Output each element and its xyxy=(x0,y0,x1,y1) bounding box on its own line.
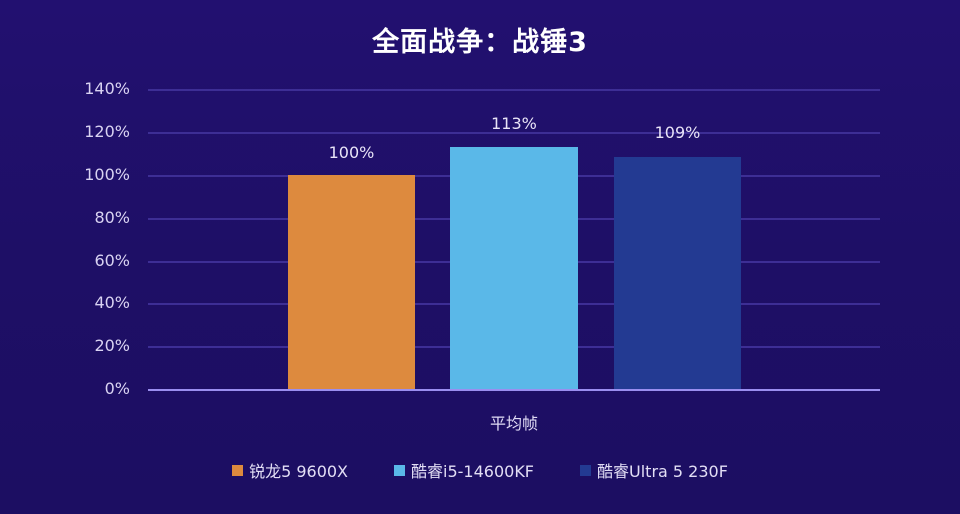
ytick-140: 140% xyxy=(84,79,130,98)
bar-label-ryzen5-9600x: 100% xyxy=(328,143,375,162)
legend-label: 锐龙5 9600X xyxy=(249,462,349,481)
legend-label: 酷睿i5-14600KF xyxy=(411,462,535,481)
bar-label-ultra5-230f: 109% xyxy=(654,123,701,142)
legend-label: 酷睿Ultra 5 230F xyxy=(597,462,728,481)
legend: 锐龙5 9600X 酷睿i5-14600KF 酷睿Ultra 5 230F xyxy=(0,458,960,482)
ytick-0: 0% xyxy=(104,379,130,398)
legend-item-i5-14600kf[interactable]: 酷睿i5-14600KF xyxy=(394,458,534,482)
x-category-label: 平均帧 xyxy=(489,414,538,433)
legend-swatch-orange xyxy=(232,464,244,476)
ytick-100: 100% xyxy=(84,165,130,184)
gridline-140 xyxy=(148,89,880,91)
ytick-120: 120% xyxy=(84,122,130,141)
ytick-60: 60% xyxy=(94,251,130,270)
legend-item-ryzen5-9600x[interactable]: 锐龙5 9600X xyxy=(232,458,348,482)
x-axis-line xyxy=(148,389,880,391)
legend-item-ultra5-230f[interactable]: 酷睿Ultra 5 230F xyxy=(580,458,728,482)
chart-title: 全面战争：战锤3 xyxy=(372,27,588,58)
bar-ryzen5-9600x xyxy=(288,175,415,389)
ytick-80: 80% xyxy=(94,208,130,227)
ytick-20: 20% xyxy=(94,336,130,355)
gridline-120 xyxy=(148,132,880,134)
legend-swatch-light-blue xyxy=(394,464,406,476)
bar-i5-14600kf xyxy=(450,147,578,389)
legend-swatch-dark-blue xyxy=(580,464,592,476)
ytick-40: 40% xyxy=(94,293,130,312)
bar-label-i5-14600kf: 113% xyxy=(491,114,537,133)
bar-ultra5-230f xyxy=(614,157,741,389)
